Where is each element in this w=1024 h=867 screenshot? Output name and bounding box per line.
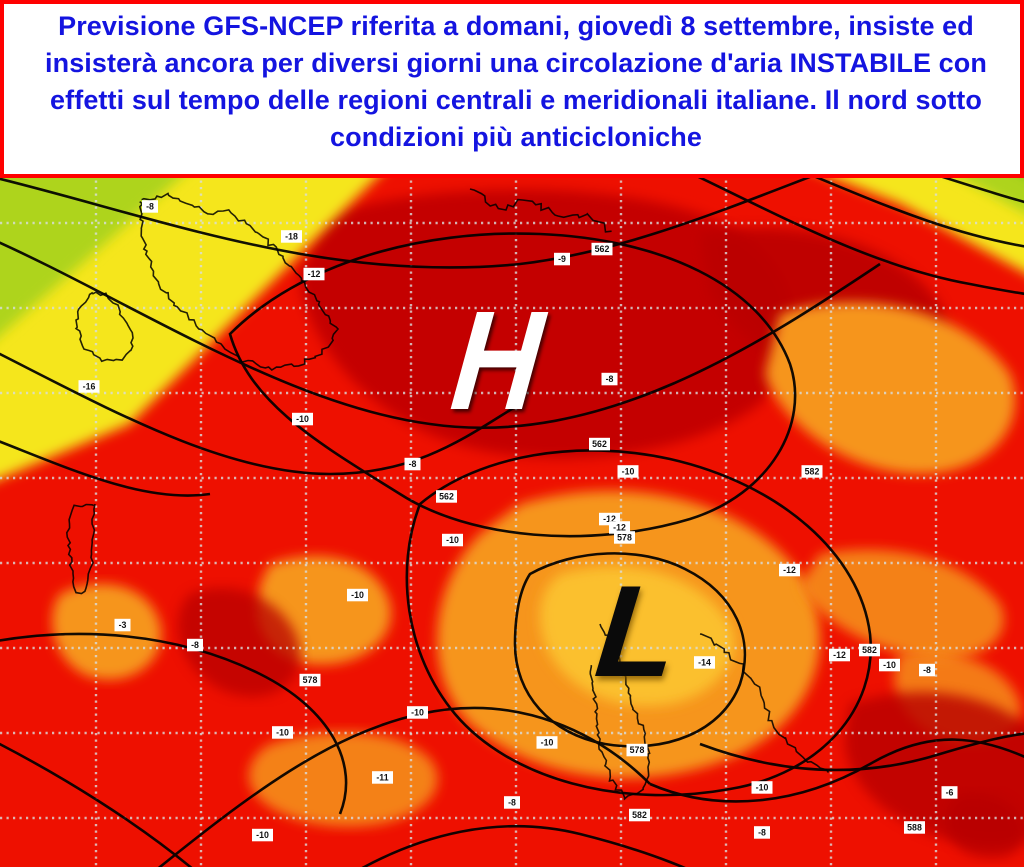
svg-text:-12: -12 — [613, 523, 626, 533]
svg-text:-18: -18 — [285, 232, 298, 242]
svg-text:-8: -8 — [606, 374, 614, 384]
svg-text:-3: -3 — [119, 620, 127, 630]
svg-text:-10: -10 — [756, 783, 769, 793]
svg-text:578: 578 — [303, 675, 318, 685]
svg-text:588: 588 — [907, 823, 922, 833]
svg-text:562: 562 — [595, 244, 610, 254]
svg-text:-10: -10 — [883, 660, 896, 670]
svg-text:-10: -10 — [276, 728, 289, 738]
svg-text:-10: -10 — [541, 738, 554, 748]
svg-text:-16: -16 — [83, 382, 96, 392]
svg-text:-10: -10 — [296, 414, 309, 424]
svg-text:578: 578 — [630, 745, 645, 755]
svg-text:-10: -10 — [411, 708, 424, 718]
svg-text:-8: -8 — [409, 459, 417, 469]
svg-text:-8: -8 — [923, 665, 931, 675]
svg-text:582: 582 — [805, 467, 820, 477]
svg-text:-8: -8 — [146, 202, 154, 212]
svg-text:-10: -10 — [622, 467, 635, 477]
svg-text:-8: -8 — [191, 640, 199, 650]
svg-text:562: 562 — [592, 439, 607, 449]
svg-text:-11: -11 — [376, 773, 388, 783]
svg-text:-10: -10 — [446, 535, 459, 545]
svg-text:-10: -10 — [256, 830, 269, 840]
svg-text:578: 578 — [617, 533, 632, 543]
svg-text:582: 582 — [862, 645, 877, 655]
svg-text:582: 582 — [632, 810, 647, 820]
svg-text:562: 562 — [439, 492, 454, 502]
svg-text:-6: -6 — [946, 788, 954, 798]
svg-text:-9: -9 — [558, 254, 566, 264]
svg-text:-10: -10 — [351, 590, 364, 600]
svg-text:-12: -12 — [833, 650, 846, 660]
svg-text:-12: -12 — [308, 269, 321, 279]
svg-text:-8: -8 — [758, 828, 766, 838]
svg-text:-8: -8 — [508, 798, 516, 808]
svg-text:-12: -12 — [783, 565, 796, 575]
